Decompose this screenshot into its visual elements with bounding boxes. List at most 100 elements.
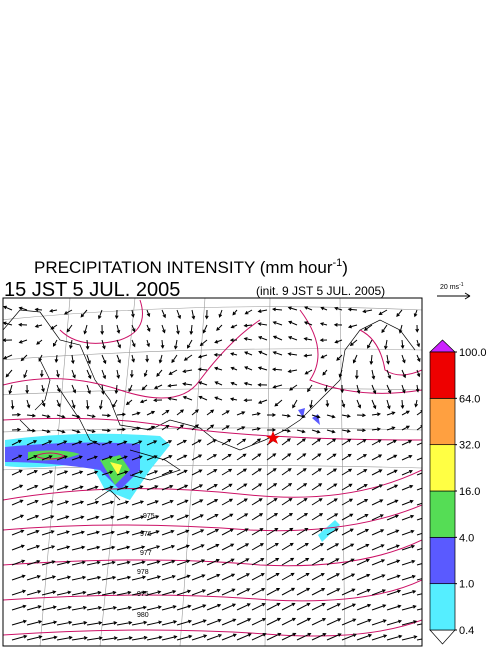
isobar: [3, 319, 261, 399]
wind-arrow: [101, 590, 117, 596]
wind-arrow: [296, 632, 312, 641]
wind-arrow: [221, 468, 233, 476]
wind-arrow: [97, 309, 103, 320]
wind-arrow: [183, 354, 193, 361]
wind-arrow: [371, 439, 382, 446]
wind-arrow: [311, 618, 327, 626]
wind-arrow: [398, 324, 403, 334]
wind-arrow: [296, 438, 306, 446]
wind-arrow: [363, 324, 373, 331]
wind-arrow: [3, 354, 13, 360]
wind-arrow: [386, 604, 402, 611]
wind-arrow: [378, 309, 388, 315]
wind-arrow: [26, 559, 41, 566]
isobar: [59, 299, 143, 344]
wind-arrow: [66, 324, 73, 333]
wind-arrow: [146, 590, 162, 596]
wind-arrow: [281, 498, 293, 506]
colorbar-label: 64.0: [459, 393, 480, 405]
wind-arrow: [401, 425, 410, 431]
wind-arrow: [176, 619, 193, 626]
wind-arrow: [341, 399, 346, 408]
wind-arrow: [85, 339, 90, 350]
wind-arrow: [41, 414, 51, 419]
wind-arrow: [11, 619, 28, 626]
wind-arrow: [167, 396, 178, 401]
wind-arrow: [86, 440, 98, 446]
wind-arrow: [251, 588, 266, 596]
wind-arrow: [326, 438, 337, 446]
wind-arrow: [414, 399, 418, 408]
wind-arrow: [281, 587, 296, 596]
wind-arrow: [131, 354, 135, 363]
wind-arrow: [236, 633, 252, 641]
wind-arrow: [131, 455, 143, 461]
wind-arrow: [26, 544, 41, 551]
wind-arrow: [386, 634, 403, 641]
wind-arrow: [101, 621, 118, 626]
wind-arrow: [56, 440, 68, 446]
wind-arrow: [206, 633, 223, 641]
colorbar-label: 100.0: [459, 347, 487, 359]
wind-arrow: [415, 324, 420, 333]
wind-arrow: [161, 409, 170, 416]
wind-arrow: [221, 573, 236, 581]
wind-arrow: [311, 588, 326, 596]
wind-arrow: [116, 485, 129, 491]
wind-arrow: [326, 558, 340, 566]
wind-arrow: [371, 399, 377, 410]
wind-arrow: [296, 483, 308, 491]
wind-arrow: [71, 605, 88, 611]
wind-arrow: [191, 309, 196, 320]
wind-arrow: [161, 559, 176, 566]
wind-arrow: [296, 542, 309, 551]
wind-arrow: [416, 502, 422, 506]
isobar: [3, 417, 422, 441]
wind-arrow: [401, 384, 406, 394]
wind-arrow: [197, 354, 208, 359]
wind-arrow: [369, 354, 374, 365]
wind-arrow: [131, 411, 141, 416]
wind-arrow: [322, 369, 328, 376]
wind-arrow: [386, 514, 400, 521]
wind-arrow: [287, 352, 298, 356]
wind-arrow: [281, 438, 291, 446]
wind-arrow: [191, 529, 205, 536]
wind-arrow: [182, 395, 193, 401]
wind-arrow: [230, 352, 238, 356]
precip-area: [298, 408, 320, 425]
wind-arrow: [56, 470, 69, 476]
wind-arrow: [54, 354, 59, 363]
wind-arrow: [324, 384, 328, 393]
wind-arrow: [161, 324, 166, 334]
wind-arrow: [371, 634, 388, 641]
wind-arrow: [56, 515, 70, 521]
wind-arrow: [288, 320, 298, 326]
wind-arrow: [401, 514, 415, 521]
wind-arrow: [416, 369, 421, 378]
wind-arrow: [281, 617, 297, 626]
wind-arrow: [101, 354, 107, 365]
wind-arrow: [236, 426, 246, 431]
wind-arrow: [272, 335, 283, 341]
wind-arrow: [281, 483, 293, 491]
wind-arrow: [251, 558, 265, 566]
wind-arrow: [26, 440, 38, 446]
wind-arrow: [101, 384, 105, 395]
wind-arrow: [161, 590, 177, 596]
wind-arrow: [86, 606, 103, 611]
wind-arrow: [251, 483, 263, 491]
wind-arrow: [116, 500, 130, 506]
wind-arrow: [86, 636, 103, 641]
wind-arrow: [56, 429, 66, 434]
wind-arrow: [236, 411, 246, 416]
wind-arrow: [41, 620, 58, 626]
wind-arrow: [221, 528, 234, 536]
wind-arrow: [266, 513, 279, 521]
wind-arrow: [266, 602, 281, 611]
wind-arrow: [296, 617, 312, 626]
wind-arrow: [191, 619, 207, 626]
wind-arrow: [50, 324, 58, 330]
colorbar-label: 0.4: [459, 625, 474, 637]
wind-arrow: [257, 336, 268, 341]
